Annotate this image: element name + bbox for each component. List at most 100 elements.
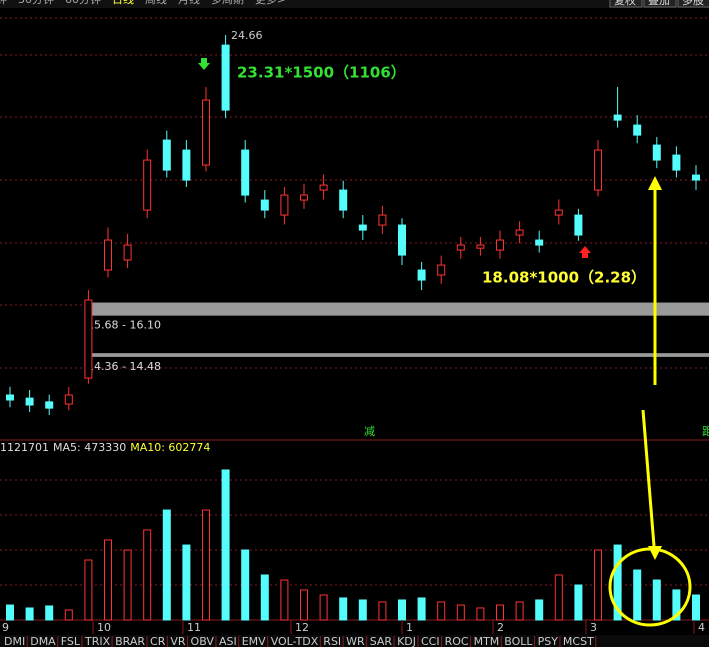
volume-bar bbox=[378, 601, 387, 621]
volume-bar bbox=[202, 509, 210, 621]
volume-bar bbox=[25, 607, 34, 621]
candle-body bbox=[496, 239, 504, 251]
sell-arrow bbox=[198, 58, 210, 70]
volume-bar bbox=[123, 549, 132, 621]
volume-bar bbox=[633, 569, 642, 621]
volume-bar bbox=[476, 607, 485, 621]
candle-body bbox=[123, 244, 132, 261]
candle-body bbox=[398, 224, 406, 256]
candle-body bbox=[25, 397, 34, 406]
candle-body bbox=[84, 299, 93, 379]
candle-body bbox=[143, 159, 152, 211]
volume-bar bbox=[6, 604, 14, 621]
indicator-tab[interactable]: DMI bbox=[4, 635, 25, 647]
peak-label: 24.66 bbox=[231, 29, 263, 42]
zone-label: 14.36 - 14.48 bbox=[87, 360, 161, 373]
candle-body bbox=[280, 194, 289, 216]
indicator-tab[interactable]: DMA bbox=[30, 635, 56, 647]
volume-bar bbox=[535, 599, 544, 621]
toolbar-button-label[interactable]: 复权 bbox=[614, 0, 636, 7]
volume-bar bbox=[260, 574, 269, 621]
highlight-circle bbox=[608, 547, 692, 627]
indicator-tab[interactable]: BOLL bbox=[504, 635, 533, 647]
candle-body bbox=[692, 174, 700, 181]
candle-body bbox=[378, 214, 387, 226]
toolbar-item[interactable]: 日线 bbox=[112, 0, 134, 6]
zone-label: 15.68 - 16.10 bbox=[87, 319, 161, 332]
indicator-tab[interactable]: OBV bbox=[191, 635, 215, 647]
candle-body bbox=[45, 401, 54, 409]
indicator-tab[interactable]: ROC bbox=[445, 635, 469, 647]
indicator-tab[interactable]: PSY bbox=[538, 635, 559, 647]
indicator-tab[interactable]: KDJ bbox=[397, 635, 416, 647]
indicator-tab[interactable]: SAR bbox=[370, 635, 393, 647]
candle-body bbox=[594, 149, 602, 191]
toolbar-bg bbox=[0, 0, 709, 8]
volume-bar bbox=[496, 604, 504, 621]
indicator-tab[interactable]: VOL-TDX bbox=[271, 635, 319, 647]
volume-bar bbox=[594, 549, 602, 621]
volume-bar bbox=[64, 609, 73, 621]
indicator-tab[interactable]: CCI bbox=[421, 635, 440, 647]
buy-arrow bbox=[579, 246, 591, 258]
toolbar-item[interactable]: 周线 bbox=[145, 0, 167, 6]
volume-bar bbox=[515, 601, 524, 621]
volume-bar bbox=[45, 605, 54, 621]
volume-bar bbox=[456, 604, 465, 621]
toolbar-button-label[interactable]: 叠加 bbox=[648, 0, 670, 7]
indicator-tab[interactable]: VR bbox=[170, 635, 186, 647]
volume-bar bbox=[221, 469, 230, 621]
volume-bar bbox=[339, 597, 348, 621]
candle-body bbox=[339, 189, 348, 211]
volume-bar bbox=[319, 594, 328, 621]
plot: 15.68 - 16.10 14.36 - 14.48 1121701 MA5: 47… bbox=[0, 35, 709, 621]
price-zone bbox=[85, 353, 709, 357]
volume-label: 1121701 bbox=[0, 441, 49, 454]
indicator-tab[interactable]: TRIX bbox=[84, 635, 111, 647]
volume-bar bbox=[300, 589, 308, 621]
indicator-tab[interactable]: BRAR bbox=[115, 635, 145, 647]
candle-body bbox=[162, 139, 171, 171]
candle-body bbox=[535, 239, 544, 246]
toolbar-button[interactable] bbox=[677, 0, 709, 8]
candle-body bbox=[202, 99, 210, 166]
toolbar-button[interactable] bbox=[643, 0, 677, 8]
candle-body bbox=[182, 149, 191, 181]
indicator-tab[interactable]: EMV bbox=[242, 635, 266, 647]
indicator-tab[interactable]: MCST bbox=[563, 635, 594, 647]
volume-bar bbox=[104, 539, 112, 621]
indicator-tab[interactable]: ASI bbox=[219, 635, 237, 647]
month-label: 1 bbox=[406, 621, 413, 634]
marker: 距 bbox=[702, 425, 709, 438]
candle-body bbox=[672, 154, 681, 171]
indicator-tab[interactable]: CR bbox=[150, 635, 166, 647]
candle-body bbox=[6, 394, 14, 401]
indicator-tab[interactable]: FSL bbox=[61, 635, 81, 647]
toolbar-item[interactable]: 多周期 bbox=[211, 0, 244, 6]
volume-bar bbox=[417, 597, 426, 621]
indicator-tab[interactable]: WR bbox=[346, 635, 365, 647]
month-label: 10 bbox=[97, 621, 111, 634]
toolbar-item[interactable]: 更多> bbox=[255, 0, 286, 6]
candle-body bbox=[554, 209, 563, 216]
toolbar-button-label[interactable]: 多股 bbox=[682, 0, 704, 7]
indicator-tab[interactable]: RSI bbox=[323, 635, 341, 647]
candle-body bbox=[476, 244, 485, 249]
volume-bar bbox=[241, 549, 250, 621]
toolbar: 钟 30分钟 60分钟 日线 周线 月线 多周期 更多> 复权 叠加 多股 bbox=[0, 0, 709, 8]
volume-bar bbox=[554, 574, 563, 621]
toolbar-button[interactable] bbox=[609, 0, 643, 8]
toolbar-item[interactable]: 60分钟 bbox=[65, 0, 101, 6]
month-label: 9 bbox=[2, 621, 9, 634]
toolbar-item[interactable]: 月线 bbox=[178, 0, 200, 6]
toolbar-item[interactable]: 钟 bbox=[0, 0, 7, 6]
volume-bar bbox=[437, 601, 446, 621]
price-zone bbox=[85, 302, 709, 316]
indicator-tab[interactable]: MTM bbox=[474, 635, 500, 647]
volume-bar bbox=[613, 544, 622, 621]
highlight-arrow bbox=[641, 409, 656, 547]
volume-bar bbox=[398, 599, 406, 621]
toolbar-item[interactable]: 30分钟 bbox=[18, 0, 54, 6]
candle-body bbox=[417, 269, 426, 281]
